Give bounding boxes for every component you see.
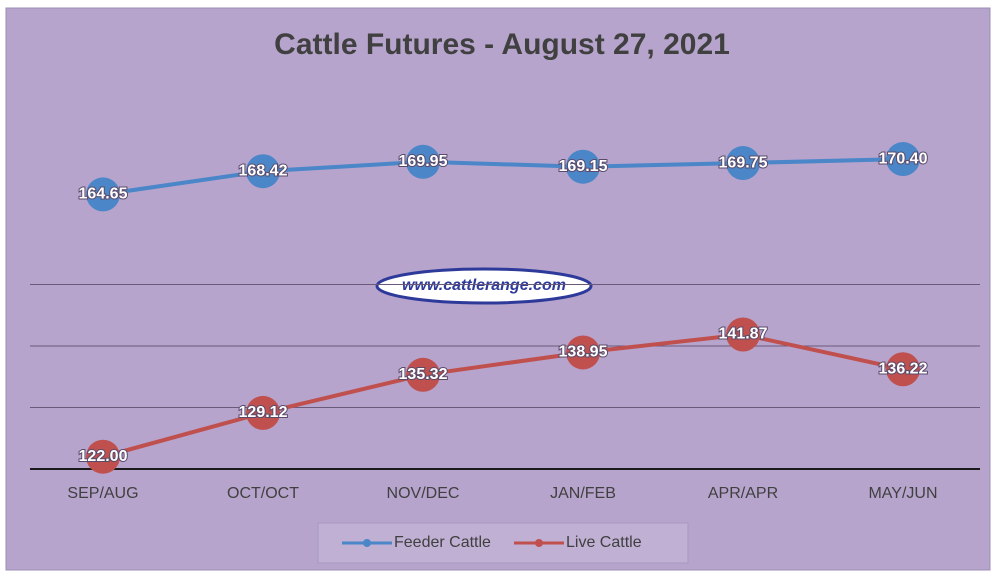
data-label: 136.22	[879, 360, 928, 377]
x-tick-label: OCT/OCT	[227, 485, 299, 502]
watermark: www.cattlerange.com	[402, 277, 566, 294]
legend-marker	[363, 539, 371, 547]
x-tick-label: SEP/AUG	[67, 485, 138, 502]
data-label: 164.65	[79, 186, 128, 203]
x-tick-label: MAY/JUN	[868, 485, 937, 502]
data-label: 129.12	[239, 404, 288, 421]
data-label: 168.42	[239, 162, 288, 179]
legend-label: Feeder Cattle	[394, 534, 491, 551]
data-label: 135.32	[399, 366, 448, 383]
chart-title: Cattle Futures - August 27, 2021	[274, 28, 730, 61]
point	[406, 144, 440, 179]
data-label: 122.00	[79, 448, 128, 465]
data-label: 169.95	[399, 153, 448, 170]
x-tick-label: JAN/FEB	[550, 485, 616, 502]
point	[86, 177, 120, 212]
point	[726, 317, 760, 352]
series-line	[102, 332, 904, 459]
x-tick-label: APR/APR	[708, 485, 778, 502]
point	[566, 149, 600, 184]
watermark-badge	[375, 267, 593, 305]
point	[246, 154, 280, 189]
data-label: 169.75	[719, 154, 768, 171]
legend-box	[317, 522, 689, 564]
point	[86, 439, 120, 474]
point	[726, 146, 760, 181]
x-tick-label: NOV/DEC	[387, 485, 460, 502]
point	[406, 357, 440, 392]
point	[886, 352, 920, 387]
legend-marker	[535, 539, 543, 547]
point	[246, 395, 280, 430]
series-line	[102, 157, 904, 197]
data-label: 170.40	[879, 150, 928, 167]
data-label: 169.15	[559, 158, 608, 175]
legend-label: Live Cattle	[566, 534, 642, 551]
data-label: 138.95	[559, 344, 608, 361]
point	[886, 142, 920, 177]
data-label: 141.87	[719, 326, 768, 343]
point	[566, 335, 600, 370]
